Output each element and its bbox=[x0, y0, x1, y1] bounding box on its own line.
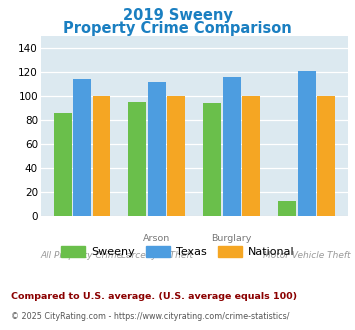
Bar bbox=[203, 103, 221, 216]
Bar bbox=[168, 96, 185, 216]
Bar bbox=[298, 71, 316, 216]
Bar bbox=[242, 96, 260, 216]
Text: Burglary: Burglary bbox=[212, 234, 252, 243]
Bar bbox=[129, 102, 146, 216]
Text: © 2025 CityRating.com - https://www.cityrating.com/crime-statistics/: © 2025 CityRating.com - https://www.city… bbox=[11, 312, 289, 321]
Text: Arson: Arson bbox=[143, 234, 170, 243]
Bar bbox=[223, 77, 241, 216]
Text: Motor Vehicle Theft: Motor Vehicle Theft bbox=[263, 251, 350, 260]
Bar bbox=[93, 96, 110, 216]
Text: All Property Crime: All Property Crime bbox=[41, 251, 123, 260]
Text: Property Crime Comparison: Property Crime Comparison bbox=[63, 21, 292, 36]
Text: Compared to U.S. average. (U.S. average equals 100): Compared to U.S. average. (U.S. average … bbox=[11, 292, 297, 301]
Legend: Sweeny, Texas, National: Sweeny, Texas, National bbox=[56, 242, 299, 262]
Bar bbox=[148, 82, 166, 216]
Text: 2019 Sweeny: 2019 Sweeny bbox=[122, 8, 233, 23]
Bar bbox=[278, 201, 296, 216]
Bar bbox=[73, 80, 91, 216]
Bar bbox=[54, 113, 72, 216]
Text: Larceny & Theft: Larceny & Theft bbox=[121, 251, 193, 260]
Bar bbox=[317, 96, 335, 216]
